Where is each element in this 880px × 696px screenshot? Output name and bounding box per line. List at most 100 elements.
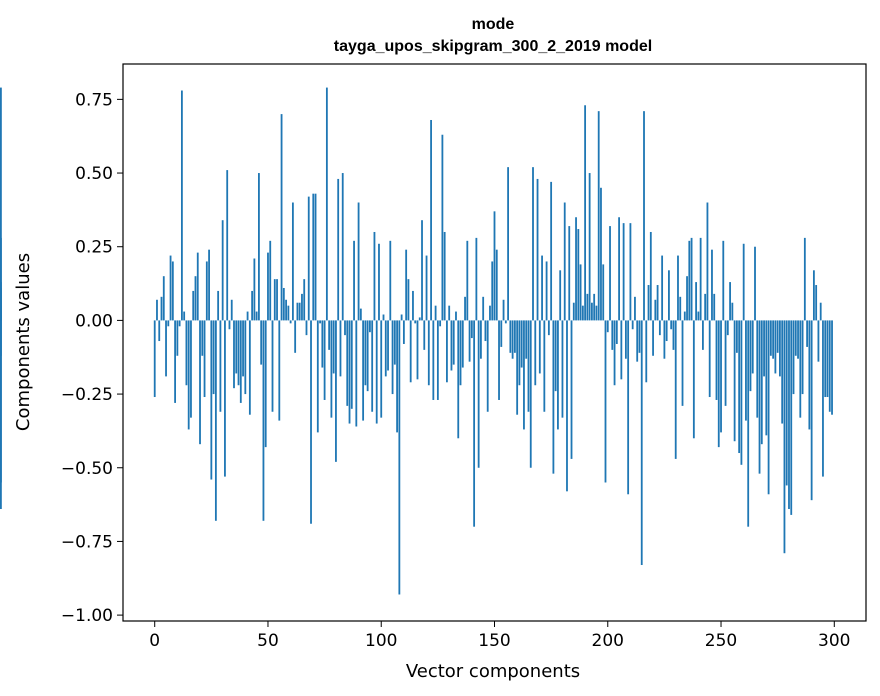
bar — [473, 320, 476, 527]
bar — [511, 320, 514, 359]
bar — [794, 320, 797, 356]
bar — [289, 320, 292, 324]
bar — [661, 255, 664, 321]
bar — [407, 279, 410, 321]
bar — [312, 193, 315, 321]
bar — [643, 111, 645, 321]
bar — [344, 320, 346, 336]
bar — [296, 302, 299, 321]
bar — [498, 320, 500, 400]
bar — [584, 105, 587, 321]
bar — [423, 320, 426, 350]
bar — [244, 320, 247, 395]
bar — [654, 299, 657, 321]
bar — [552, 320, 555, 474]
bar — [561, 320, 564, 418]
bar — [484, 320, 487, 342]
bar — [810, 320, 813, 501]
bar — [495, 249, 498, 321]
bar — [828, 320, 831, 412]
y-tick-label: 0.00 — [75, 311, 113, 331]
bar — [774, 320, 777, 374]
bar — [724, 320, 727, 406]
bar — [520, 320, 523, 368]
bar — [688, 240, 691, 321]
bar — [468, 320, 471, 362]
bar — [543, 320, 546, 412]
bar — [278, 320, 281, 421]
bar — [291, 202, 294, 321]
bar — [226, 170, 229, 321]
bar — [366, 320, 369, 392]
bar — [412, 290, 414, 321]
bar — [711, 249, 713, 321]
bar — [529, 320, 532, 468]
bar — [672, 320, 675, 350]
bar — [461, 320, 464, 368]
bar — [303, 279, 306, 321]
bar — [455, 311, 457, 321]
bar — [301, 293, 303, 321]
bar — [398, 320, 401, 595]
bar — [566, 320, 568, 492]
bar — [516, 320, 519, 415]
bar — [649, 231, 652, 321]
bar — [597, 111, 600, 321]
bar — [477, 320, 480, 468]
bar — [760, 320, 763, 445]
x-tick-label: 50 — [257, 631, 279, 651]
bar — [751, 320, 754, 374]
bar — [224, 320, 226, 477]
y-tick-label: −0.75 — [61, 532, 113, 552]
bar — [482, 296, 485, 321]
y-tick-label: −0.50 — [61, 459, 113, 479]
bar — [808, 320, 811, 430]
bar — [822, 320, 824, 477]
bar — [448, 305, 451, 321]
bar — [652, 320, 654, 356]
bar — [402, 320, 405, 344]
bar — [674, 320, 677, 459]
bar — [769, 320, 772, 356]
bar — [699, 237, 702, 321]
bar — [298, 302, 301, 321]
chart-title: mode — [472, 16, 515, 33]
bar — [335, 320, 337, 462]
bar — [430, 119, 432, 321]
bar — [348, 320, 351, 424]
bar — [439, 320, 442, 327]
bar — [269, 240, 272, 321]
y-tick-label: −0.25 — [61, 385, 113, 405]
bar — [615, 320, 618, 344]
bar — [341, 173, 344, 321]
bar — [550, 181, 553, 321]
x-axis-ticks: 0 50 100 150 200 250 300 — [149, 621, 851, 651]
bar — [264, 320, 267, 448]
bar — [185, 320, 188, 386]
bar — [276, 279, 278, 321]
bar — [785, 320, 788, 486]
bar — [359, 308, 362, 321]
bar — [507, 167, 509, 321]
bar — [563, 202, 566, 321]
bar — [446, 320, 448, 383]
bar — [518, 320, 521, 386]
bar — [624, 320, 627, 359]
x-tick-label: 150 — [478, 631, 510, 651]
bar — [758, 320, 761, 474]
bar — [434, 305, 437, 321]
bar — [656, 285, 659, 321]
bar — [702, 320, 704, 350]
bar — [405, 249, 408, 321]
bar — [706, 202, 709, 321]
bar — [493, 211, 496, 321]
bar — [237, 320, 240, 386]
bar — [792, 320, 795, 395]
bar — [314, 193, 317, 321]
bar — [747, 320, 750, 527]
bar — [192, 290, 195, 321]
x-axis-label: Vector components — [406, 661, 580, 682]
bar — [527, 320, 530, 412]
bar — [273, 279, 276, 321]
bar — [806, 320, 809, 347]
